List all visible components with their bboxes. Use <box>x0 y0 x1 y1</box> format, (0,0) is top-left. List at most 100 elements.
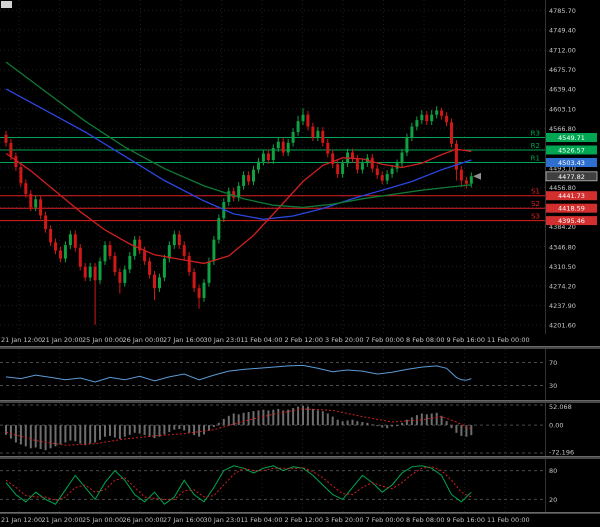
price-tag <box>546 158 597 167</box>
candle-body <box>301 114 305 122</box>
panel-divider-1[interactable] <box>0 346 600 349</box>
histogram-bar <box>232 413 235 426</box>
price-tag <box>546 203 597 213</box>
candle-body <box>138 239 142 251</box>
candle-body <box>73 234 77 248</box>
candle-body <box>296 121 300 132</box>
histogram-bar <box>306 406 309 426</box>
macd-panel-canvas[interactable]: 52.068 0.00 -72.196 <box>0 403 600 456</box>
stochastic-panel-canvas[interactable]: 80 20 <box>0 459 600 512</box>
date-tick-label: 9 Feb 16:00 <box>446 336 486 344</box>
histogram-bar <box>450 425 453 429</box>
candle-body <box>370 157 374 169</box>
last-price-arrow-icon <box>473 172 481 180</box>
price-tick-label: 4346.80 <box>549 243 576 251</box>
histogram-bar <box>455 425 458 433</box>
histogram-bar <box>54 425 57 447</box>
price-tick-label: 4566.80 <box>549 125 576 133</box>
support-label: S1 <box>531 188 540 196</box>
price-tag-label: 4526.57 <box>558 147 585 155</box>
price-tag <box>546 191 597 201</box>
candle-body <box>93 266 97 281</box>
histogram-bar <box>222 418 225 426</box>
indicator-axis-label: 30 <box>549 382 557 390</box>
histogram-bar <box>84 425 87 446</box>
candle-body <box>390 168 394 174</box>
resistance-label: R3 <box>531 130 540 138</box>
price-tag-label: 4477.82 <box>558 173 585 181</box>
price-tick-label: 4384.20 <box>549 223 576 231</box>
price-tick-label: 4603.10 <box>549 105 576 113</box>
histogram-bar <box>277 408 280 426</box>
histogram-bar <box>311 408 314 426</box>
candle-body <box>9 142 13 157</box>
candle-body <box>34 199 38 208</box>
histogram-bar <box>94 425 97 443</box>
oscillator-panel-canvas[interactable]: 70 30 <box>0 349 600 400</box>
price-chart-canvas[interactable]: R3 R2 R1 S1 S2 S3 4785.70 4749.40 4712.00 4675.70… <box>0 0 600 334</box>
histogram-bar <box>316 410 319 426</box>
histogram-bar <box>237 414 240 426</box>
histogram-bar <box>252 411 255 426</box>
histogram-bar <box>440 415 443 426</box>
support-label: S2 <box>531 200 540 208</box>
histogram-bar <box>460 425 463 436</box>
date-tick-label: 3 Feb 20:00 <box>325 516 364 524</box>
panel-divider-4[interactable] <box>0 512 600 514</box>
resistance-label: R2 <box>531 142 540 150</box>
candle-body <box>68 234 72 246</box>
histogram-bar <box>208 425 210 431</box>
histogram-bar <box>109 425 111 436</box>
candle-body <box>118 272 122 283</box>
date-tick-label: 25 Jan 00:00 <box>82 516 124 524</box>
histogram-bar <box>113 425 116 438</box>
histogram-bar <box>267 410 270 426</box>
candle-body <box>380 175 384 181</box>
candle-body <box>177 234 181 246</box>
candle-body <box>237 185 241 198</box>
histogram-bar <box>386 425 389 429</box>
candle-body <box>78 247 82 267</box>
panel-divider-3[interactable] <box>0 456 600 459</box>
price-tag <box>546 216 597 226</box>
candle-body <box>415 120 419 127</box>
candle-body <box>182 245 186 256</box>
candle-body <box>464 180 468 184</box>
date-tick-label: 11 Feb 00:00 <box>487 516 530 524</box>
candle-body <box>430 114 434 122</box>
date-tick-label: 2 Feb 12:00 <box>284 516 324 524</box>
ma-red-medium-line <box>5 148 472 265</box>
histogram-bar <box>104 425 106 437</box>
histogram-bar <box>292 408 295 426</box>
candle-body <box>425 114 429 122</box>
histogram-bar <box>302 405 304 426</box>
histogram-bar <box>5 425 7 435</box>
chart-menu-icon[interactable] <box>1 1 12 8</box>
panel-divider-2[interactable] <box>0 400 600 403</box>
histogram-bar <box>64 425 67 443</box>
candle-body <box>167 245 171 259</box>
histogram-bar <box>178 425 181 429</box>
histogram-bar <box>376 425 379 427</box>
histogram-bar <box>410 417 413 426</box>
candle-body <box>148 261 152 275</box>
candle-body <box>88 266 92 278</box>
candle-body <box>207 261 211 283</box>
candle-body <box>192 272 196 289</box>
histogram-bar <box>133 425 136 433</box>
price-tick-label: 4456.80 <box>549 184 576 192</box>
candle-body <box>336 164 340 174</box>
histogram-bar <box>59 425 62 445</box>
date-tick-label: 1 Feb 04:00 <box>244 516 283 524</box>
histogram-bar <box>118 425 121 439</box>
candle-body <box>4 134 8 143</box>
candle-body <box>385 174 389 181</box>
histogram-bar <box>34 425 37 448</box>
candle-body <box>331 153 335 165</box>
date-tick-label: 30 Jan 23:01 <box>203 516 245 524</box>
histogram-bar <box>272 409 275 426</box>
indicator-axis-label: 52.068 <box>549 403 572 411</box>
candle-body <box>410 126 414 138</box>
date-tick-label: 21 Jan 20:00 <box>41 336 83 344</box>
histogram-bar <box>356 421 359 426</box>
